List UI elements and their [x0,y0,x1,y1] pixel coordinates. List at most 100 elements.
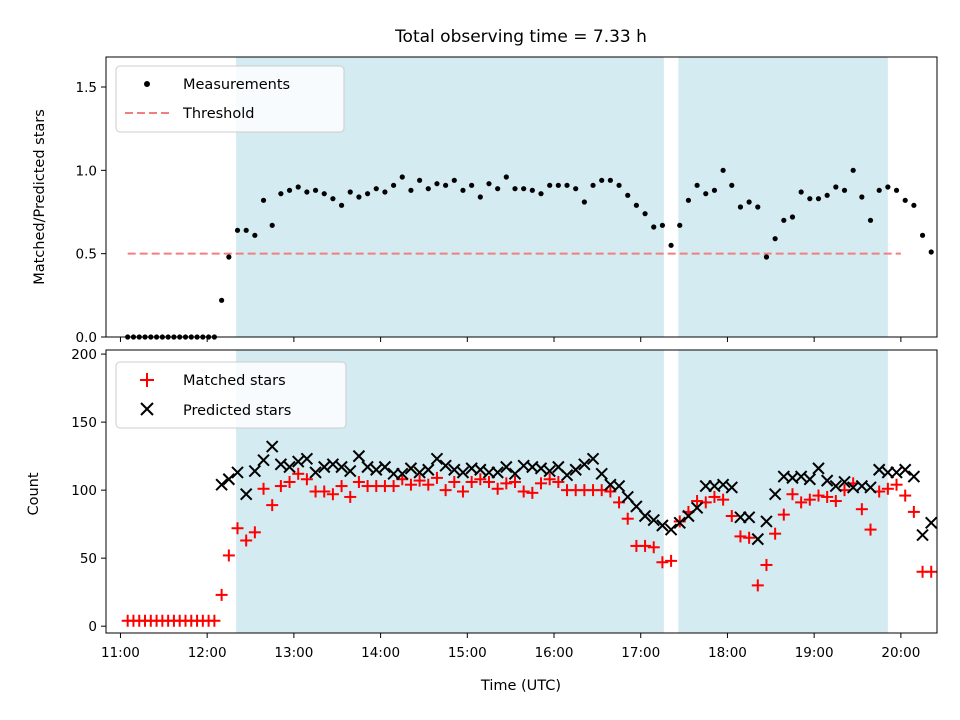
predicted-point [491,466,504,479]
measurement-point [651,224,657,230]
top-ytick-label: 1.5 [76,80,97,96]
predicted-point [595,467,608,481]
predicted-point [396,467,409,481]
bottom-xtick-label: 16:00 [535,645,574,661]
matched-point [890,478,903,491]
legend-threshold-label: Threshold [182,106,254,122]
predicted-point [534,462,548,475]
matched-point [352,475,365,488]
measurement-point [460,187,466,193]
measurement-point [867,217,874,223]
measurement-point [755,204,761,210]
measurement-point [599,177,605,183]
bottom-axes-frame [105,349,938,634]
top-ylabel: Matched/Predicted stars [32,109,48,285]
bottom-ytick-label: 150 [71,415,97,431]
measurement-point [486,181,492,187]
matched-point [274,480,287,493]
measurement-point [824,192,830,198]
predicted-point [812,462,825,475]
top-axes-frame [105,56,938,338]
predicted-point [803,473,817,486]
legend-measurements-label: Measurements [183,77,290,93]
matched-point [751,579,764,592]
matched-point [300,473,313,486]
predicted-point [760,515,773,528]
measurement-point [928,249,934,255]
measurement-point [798,189,804,195]
matched-point [208,614,221,627]
matched-point [907,505,920,518]
measurement-point [659,222,666,228]
matched-point [621,512,634,525]
bottom-xtick-label: 15:00 [448,645,487,661]
matched-point [769,527,782,540]
bottom-xtick-label: 20:00 [881,645,920,661]
bottom-xtick-label: 12:00 [188,645,227,661]
predicted-point [898,463,912,476]
matched-point [240,534,253,547]
measurement-point [252,232,258,238]
measurement-point [625,192,631,198]
measurement-point [789,214,796,220]
measurement-point [902,197,908,203]
measurement-point [469,182,475,188]
measurement-point [876,187,882,193]
legend-predicted-label: Predicted stars [183,403,291,419]
matched-point [708,490,721,503]
predicted-point [352,449,366,463]
predicted-point [578,458,591,471]
matched-point [656,556,669,569]
measurement-point [833,184,839,190]
measurement-point [703,191,709,197]
measurement-point [503,174,509,180]
measurement-point [616,182,622,188]
predicted-point [690,501,704,515]
predicted-point [474,463,487,476]
matched-point [795,496,808,509]
matched-point [231,522,244,535]
measurement-point [746,199,752,205]
bottom-legend-box [115,361,347,429]
top-axes: 0.0 0.5 1.0 1.5 Matched/Predicted stars Mea… [32,56,938,346]
measurement-point [911,202,917,208]
predicted-point [500,460,513,474]
predicted-point [838,475,851,489]
matched-point [248,526,261,539]
matched-point [639,539,652,552]
matched-point [855,503,868,516]
measurement-point [286,187,293,193]
measurement-point [729,182,735,188]
top-shaded-span [678,57,888,337]
predicted-point [890,466,903,479]
predicted-point [422,463,435,476]
predicted-point [370,463,383,476]
matched-point [777,508,790,521]
legend-matched-marker [140,373,154,387]
matched-point [335,480,348,493]
predicted-point [448,463,461,476]
measurement-point [781,217,787,223]
predicted-point [257,453,270,467]
measurement-point [434,181,440,187]
matched-point [283,475,296,488]
measurement-point [720,167,726,173]
measurement-point [573,186,579,192]
matched-point [899,489,912,502]
matched-point [508,475,521,488]
measurement-point [390,182,397,188]
measurement-point [737,204,744,210]
matched-point [257,482,270,495]
predicted-point [916,528,929,542]
legend-measurements-marker [144,81,150,87]
predicted-point [612,479,626,493]
predicted-point [292,455,305,468]
measurement-point [304,189,310,195]
predicted-point [274,458,288,471]
measurement-point [226,254,232,260]
measurement-point [841,187,848,193]
measurement-point [295,184,301,190]
predicted-point [439,459,452,472]
matched-point [491,482,504,495]
matched-point [829,495,842,508]
